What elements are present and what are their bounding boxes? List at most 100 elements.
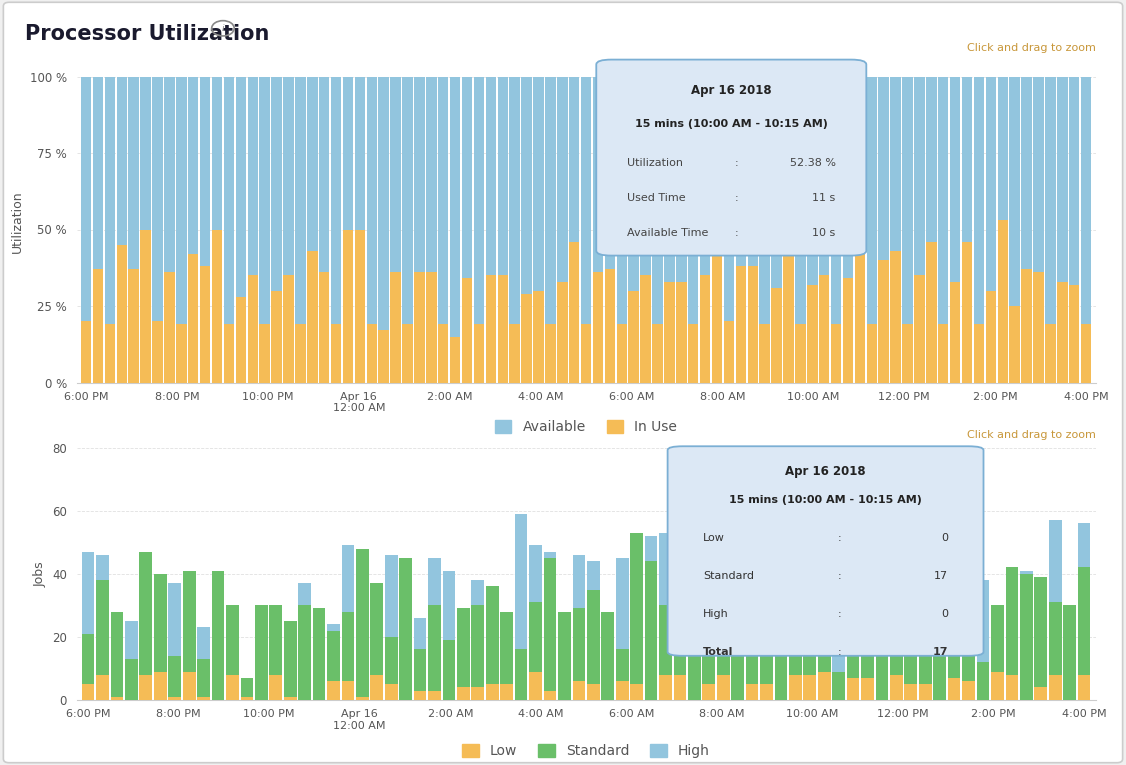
Bar [904,643,918,700]
Bar [817,552,831,700]
Bar [529,602,542,700]
Text: High: High [704,609,729,619]
Bar [904,574,918,700]
Bar [298,605,311,700]
Bar [842,278,854,382]
Bar [572,681,586,700]
Bar [890,675,903,700]
Bar [659,675,672,700]
Y-axis label: Jobs: Jobs [34,561,46,587]
Bar [963,624,975,700]
Bar [509,76,520,382]
Bar [271,291,282,382]
Bar [400,558,412,700]
Bar [1021,269,1031,382]
Text: :: : [734,193,738,203]
Bar [1078,523,1090,700]
Bar [724,321,734,382]
Bar [545,76,555,382]
Bar [428,691,441,700]
Text: :: : [838,571,841,581]
Bar [529,672,542,700]
Bar [259,76,270,382]
Bar [616,558,628,700]
Bar [759,76,770,382]
Bar [963,608,975,700]
Bar [534,291,544,382]
Bar [557,76,568,382]
Bar [438,76,448,382]
Bar [105,324,115,382]
Bar [861,643,874,700]
Bar [545,324,555,382]
Bar [197,659,209,700]
Bar [605,269,615,382]
Bar [1081,324,1091,382]
Text: Total: Total [704,647,734,657]
Bar [1057,282,1067,382]
Bar [795,324,805,382]
Bar [558,624,571,700]
Bar [926,242,937,382]
Bar [919,577,931,700]
Bar [117,76,127,382]
Bar [169,656,181,700]
Bar [413,649,427,700]
Bar [534,76,544,382]
Bar [861,636,874,700]
Bar [1078,675,1090,700]
Bar [182,672,196,700]
Bar [197,697,209,700]
Bar [500,684,513,700]
Bar [81,76,91,382]
Bar [1034,272,1044,382]
Bar [771,76,781,382]
Bar [96,580,109,700]
Bar [703,602,715,700]
Bar [1020,571,1033,700]
Bar [819,275,830,382]
Text: Apr 16 2018: Apr 16 2018 [691,83,771,96]
Bar [1069,285,1080,382]
Bar [110,653,124,700]
Bar [385,555,397,700]
Bar [759,324,770,382]
Bar [472,580,484,700]
Bar [313,608,325,700]
Bar [1069,76,1080,382]
Bar [224,76,234,382]
Bar [1009,76,1020,382]
Bar [313,612,325,700]
Bar [169,697,181,700]
Bar [974,324,984,382]
Bar [341,681,355,700]
Bar [807,76,817,382]
Bar [919,684,931,700]
Bar [1045,76,1055,382]
Bar [724,76,734,382]
Bar [176,76,187,382]
Text: 11 s: 11 s [813,193,835,203]
Text: :: : [838,609,841,619]
Bar [212,76,222,382]
Bar [673,675,686,700]
Bar [1063,605,1076,700]
Bar [902,76,913,382]
Bar [688,612,700,700]
Bar [1057,76,1067,382]
Bar [356,549,368,700]
Bar [645,562,658,700]
Bar [414,272,425,382]
Bar [558,612,571,700]
Bar [235,297,247,382]
Bar [284,76,294,382]
Bar [140,675,152,700]
Bar [748,76,758,382]
Bar [1035,687,1047,700]
Bar [891,251,901,382]
Bar [890,571,903,700]
Bar [938,324,948,382]
Bar [212,230,222,382]
Text: :: : [734,228,738,238]
Bar [789,675,802,700]
